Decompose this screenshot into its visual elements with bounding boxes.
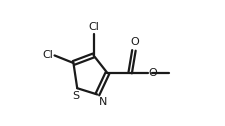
- Text: O: O: [131, 37, 140, 47]
- Text: S: S: [72, 91, 79, 101]
- Text: Cl: Cl: [88, 22, 99, 32]
- Text: Cl: Cl: [42, 50, 53, 60]
- Text: O: O: [148, 68, 157, 78]
- Text: N: N: [99, 97, 108, 107]
